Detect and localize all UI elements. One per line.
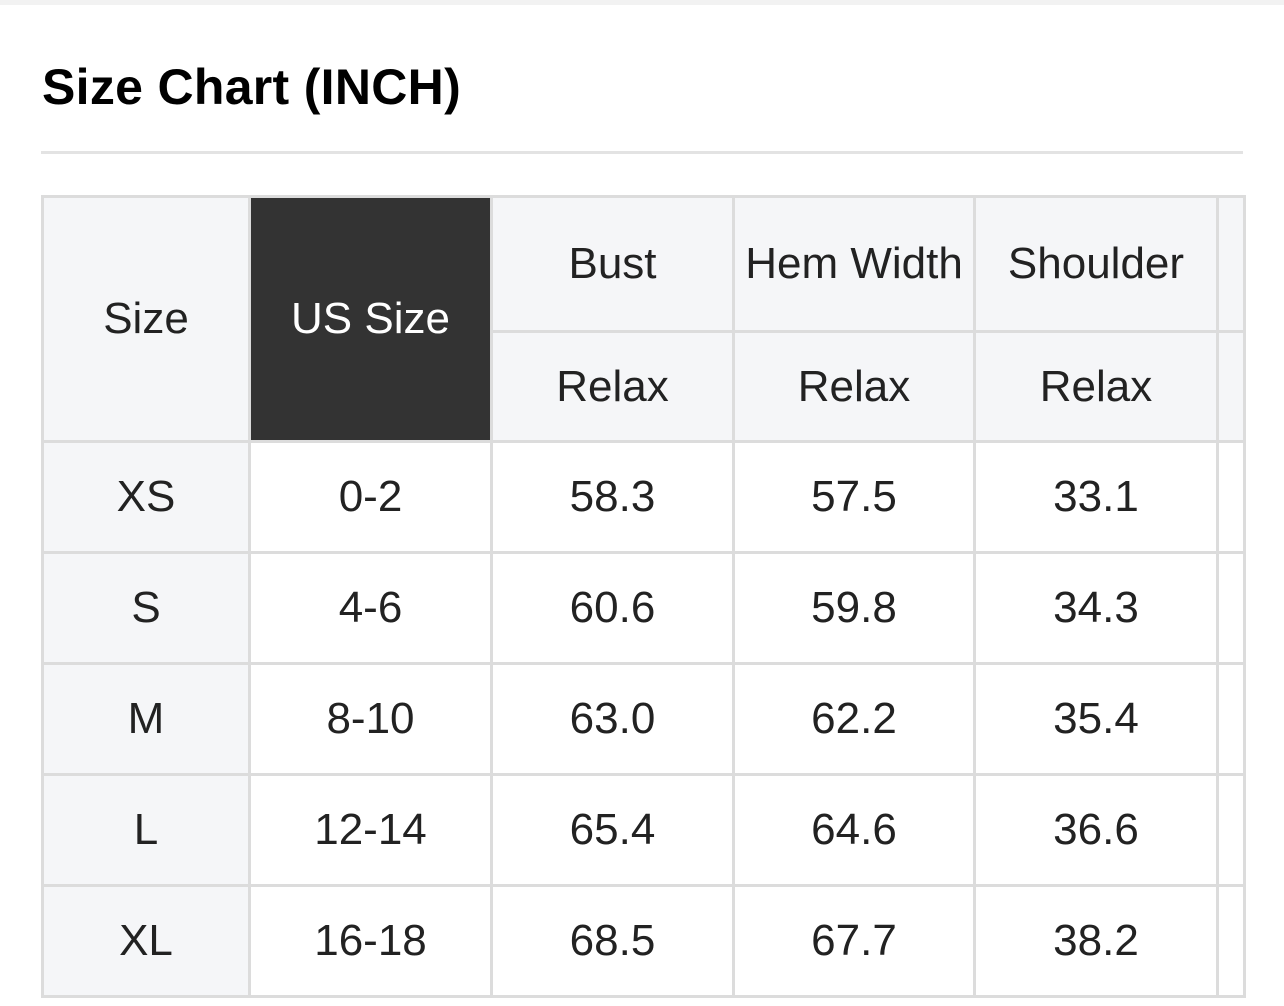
cell-extra [1216, 662, 1246, 776]
cell-us-size: 16-18 [248, 884, 493, 998]
cell-size: L [41, 773, 251, 887]
subheader-hem: Relax [732, 330, 976, 443]
cell-us-size: 8-10 [248, 662, 493, 776]
cell-shoulder: 34.3 [973, 551, 1219, 665]
header-bust: Bust [490, 195, 735, 333]
cell-size: XS [41, 440, 251, 554]
cell-shoulder: 33.1 [973, 440, 1219, 554]
header-size: Size [41, 195, 251, 443]
cell-us-size: 12-14 [248, 773, 493, 887]
subheader-shoulder: Relax [973, 330, 1219, 443]
header-hem-width: Hem Width [732, 195, 976, 333]
cell-hem-width: 57.5 [732, 440, 976, 554]
cell-bust: 65.4 [490, 773, 735, 887]
cell-hem-width: 67.7 [732, 884, 976, 998]
cell-size: M [41, 662, 251, 776]
subheader-extra [1216, 330, 1246, 443]
cell-size: XL [41, 884, 251, 998]
cell-size: S [41, 551, 251, 665]
size-chart-table: Size US Size Bust Hem Width Shoulder Rel… [41, 195, 1246, 998]
cell-shoulder: 35.4 [973, 662, 1219, 776]
table-row: XL 16-18 68.5 67.7 38.2 [41, 884, 1246, 998]
cell-bust: 63.0 [490, 662, 735, 776]
cell-extra [1216, 884, 1246, 998]
size-chart-table-container[interactable]: Size US Size Bust Hem Width Shoulder Rel… [41, 195, 1246, 998]
cell-shoulder: 36.6 [973, 773, 1219, 887]
top-strip [0, 0, 1284, 5]
table-row: L 12-14 65.4 64.6 36.6 [41, 773, 1246, 887]
cell-bust: 68.5 [490, 884, 735, 998]
divider [41, 151, 1243, 154]
cell-extra [1216, 440, 1246, 554]
cell-us-size: 4-6 [248, 551, 493, 665]
cell-us-size: 0-2 [248, 440, 493, 554]
cell-extra [1216, 773, 1246, 887]
table-row: M 8-10 63.0 62.2 35.4 [41, 662, 1246, 776]
cell-shoulder: 38.2 [973, 884, 1219, 998]
header-shoulder: Shoulder [973, 195, 1219, 333]
cell-bust: 60.6 [490, 551, 735, 665]
header-extra [1216, 195, 1246, 333]
cell-bust: 58.3 [490, 440, 735, 554]
cell-hem-width: 64.6 [732, 773, 976, 887]
subheader-bust: Relax [490, 330, 735, 443]
cell-extra [1216, 551, 1246, 665]
table-row: XS 0-2 58.3 57.5 33.1 [41, 440, 1246, 554]
header-us-size: US Size [248, 195, 493, 443]
cell-hem-width: 62.2 [732, 662, 976, 776]
table-row: S 4-6 60.6 59.8 34.3 [41, 551, 1246, 665]
page-title: Size Chart (INCH) [42, 59, 462, 115]
cell-hem-width: 59.8 [732, 551, 976, 665]
